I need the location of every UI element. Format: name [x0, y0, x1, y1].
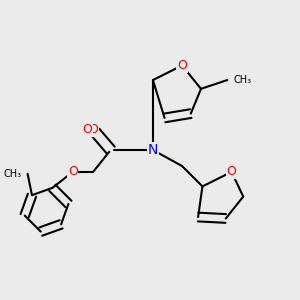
- Text: O: O: [82, 123, 92, 136]
- Text: O: O: [227, 165, 236, 178]
- Text: CH₃: CH₃: [4, 169, 22, 179]
- Text: CH₃: CH₃: [233, 75, 251, 85]
- Text: O: O: [177, 59, 187, 72]
- Text: O: O: [68, 165, 78, 178]
- Text: O: O: [88, 123, 98, 136]
- Text: N: N: [148, 143, 158, 157]
